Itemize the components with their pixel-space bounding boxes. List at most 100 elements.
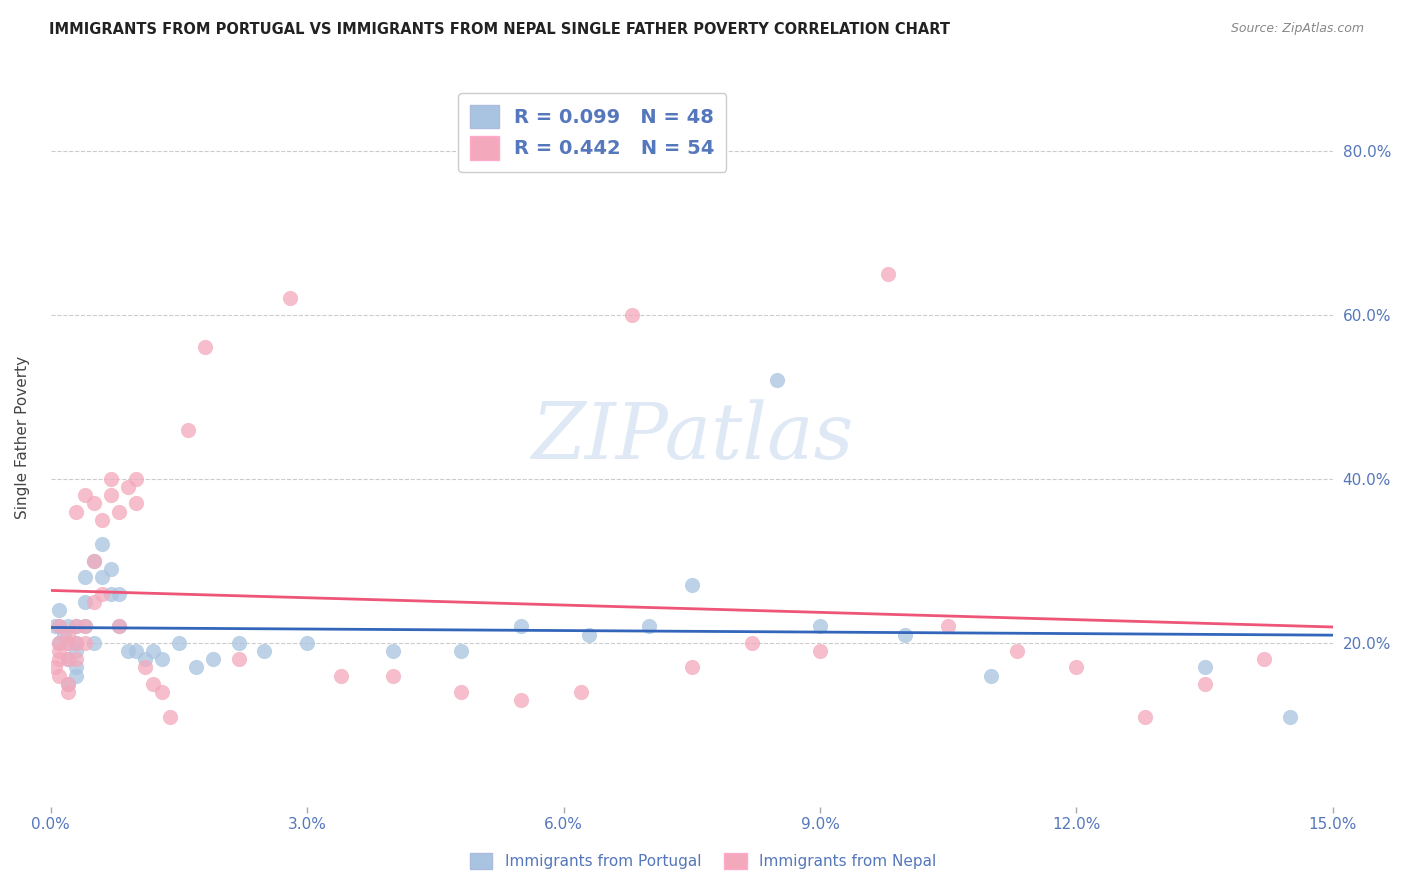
Point [91, 513, 114, 527]
Point [681, 660, 703, 674]
Point [194, 341, 217, 355]
Point [278, 291, 301, 305]
Point [56, 652, 79, 666]
Legend: R = 0.099   N = 48, R = 0.442   N = 54: R = 0.099 N = 48, R = 0.442 N = 54 [458, 93, 727, 171]
Point [56, 652, 79, 666]
Point [202, 652, 225, 666]
Point [150, 652, 173, 666]
Point [1253, 652, 1275, 666]
Point [56, 636, 79, 650]
Point [48, 644, 70, 658]
Point [167, 636, 190, 650]
Point [142, 644, 165, 658]
Point [48, 619, 70, 633]
Point [83, 636, 105, 650]
Text: IMMIGRANTS FROM PORTUGAL VS IMMIGRANTS FROM NEPAL SINGLE FATHER POVERTY CORRELAT: IMMIGRANTS FROM PORTUGAL VS IMMIGRANTS F… [49, 22, 950, 37]
Point [65, 636, 87, 650]
Point [150, 685, 173, 699]
Point [450, 644, 472, 658]
Point [65, 652, 87, 666]
Point [1133, 710, 1156, 724]
Point [48, 669, 70, 683]
Point [125, 472, 148, 486]
Point [125, 644, 148, 658]
Point [620, 308, 643, 322]
Point [381, 644, 404, 658]
Point [65, 636, 87, 650]
Point [134, 652, 156, 666]
Point [73, 619, 96, 633]
Point [330, 669, 353, 683]
Point [73, 570, 96, 584]
Point [44, 660, 66, 674]
Point [509, 619, 531, 633]
Point [65, 644, 87, 658]
Point [578, 628, 600, 642]
Point [48, 652, 70, 666]
Point [100, 488, 122, 502]
Point [91, 537, 114, 551]
Point [253, 644, 276, 658]
Point [65, 619, 87, 633]
Point [142, 677, 165, 691]
Point [808, 644, 831, 658]
Point [73, 619, 96, 633]
Point [56, 636, 79, 650]
Point [117, 644, 139, 658]
Point [125, 496, 148, 510]
Point [48, 636, 70, 650]
Point [108, 619, 131, 633]
Point [73, 488, 96, 502]
Point [381, 669, 404, 683]
Point [450, 685, 472, 699]
Point [936, 619, 959, 633]
Point [65, 619, 87, 633]
Point [741, 636, 763, 650]
Point [65, 669, 87, 683]
Point [569, 685, 592, 699]
Point [1279, 710, 1302, 724]
Point [894, 628, 917, 642]
Point [100, 472, 122, 486]
Point [1005, 644, 1028, 658]
Point [638, 619, 661, 633]
Point [56, 677, 79, 691]
Text: ZIPatlas: ZIPatlas [530, 400, 853, 476]
Point [184, 660, 207, 674]
Point [808, 619, 831, 633]
Point [100, 562, 122, 576]
Point [56, 619, 79, 633]
Point [83, 554, 105, 568]
Point [56, 685, 79, 699]
Legend: Immigrants from Portugal, Immigrants from Nepal: Immigrants from Portugal, Immigrants fro… [464, 847, 942, 875]
Point [44, 619, 66, 633]
Point [1194, 660, 1216, 674]
Point [980, 669, 1002, 683]
Point [228, 652, 250, 666]
Point [117, 480, 139, 494]
Point [48, 603, 70, 617]
Point [176, 423, 198, 437]
Point [48, 636, 70, 650]
Point [73, 595, 96, 609]
Point [91, 570, 114, 584]
Point [52, 628, 75, 642]
Y-axis label: Single Father Poverty: Single Father Poverty [15, 356, 30, 519]
Point [83, 595, 105, 609]
Point [1194, 677, 1216, 691]
Point [509, 693, 531, 707]
Point [83, 496, 105, 510]
Point [108, 505, 131, 519]
Point [766, 373, 789, 387]
Point [877, 267, 900, 281]
Point [65, 660, 87, 674]
Point [48, 619, 70, 633]
Point [91, 587, 114, 601]
Point [56, 628, 79, 642]
Point [65, 505, 87, 519]
Point [134, 660, 156, 674]
Point [108, 619, 131, 633]
Point [681, 578, 703, 592]
Point [83, 554, 105, 568]
Point [159, 710, 181, 724]
